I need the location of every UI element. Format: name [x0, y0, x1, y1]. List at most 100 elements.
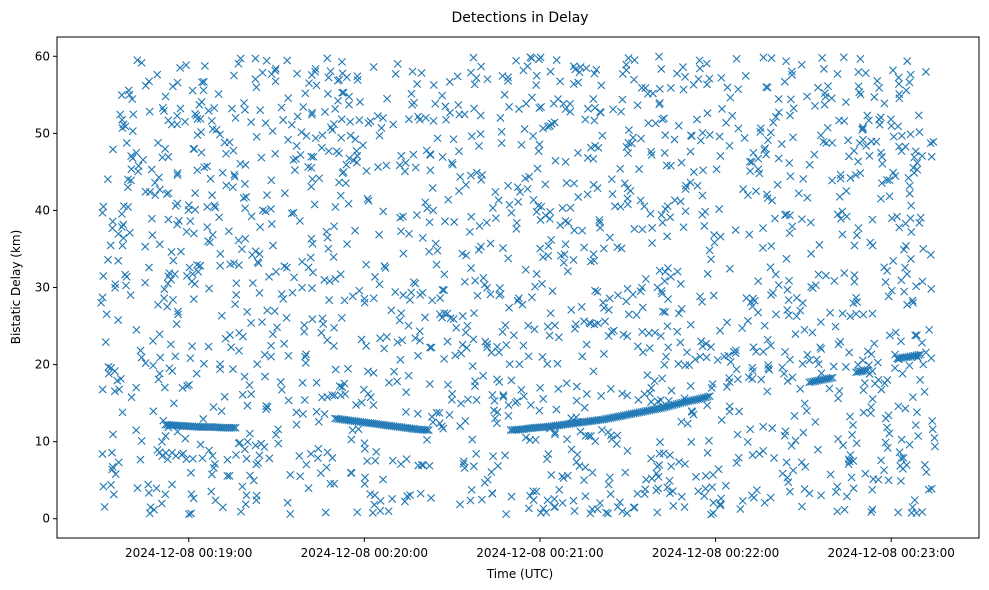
scatter-point	[478, 170, 487, 179]
scatter-point	[469, 462, 478, 471]
scatter-point	[279, 115, 288, 124]
scatter-point	[701, 471, 710, 480]
scatter-point	[182, 61, 191, 70]
scatter-point	[563, 267, 572, 276]
scatter-point	[836, 337, 845, 346]
scatter-point	[835, 387, 844, 396]
scatter-point	[881, 438, 890, 447]
scatter-point	[833, 482, 842, 491]
scatter-point	[153, 445, 162, 454]
scatter-point	[433, 246, 442, 255]
scatter-point	[862, 141, 871, 150]
scatter-point	[406, 491, 415, 500]
scatter-point	[402, 388, 411, 397]
scatter-point	[654, 484, 663, 493]
scatter-point	[668, 487, 677, 496]
scatter-point	[782, 254, 791, 263]
scatter-point	[914, 432, 923, 441]
scatter-point	[380, 344, 389, 353]
scatter-point	[457, 399, 466, 408]
scatter-point	[703, 269, 712, 278]
scatter-point	[312, 81, 321, 90]
scatter-point	[118, 241, 127, 250]
scatter-point	[323, 54, 332, 63]
scatter-point	[401, 158, 410, 167]
scatter-point	[193, 114, 202, 123]
scatter-point	[710, 231, 719, 240]
scatter-point	[283, 56, 292, 65]
scatter-point	[397, 227, 406, 236]
scatter-point	[910, 153, 919, 162]
scatter-point	[296, 472, 305, 481]
scatter-point	[759, 446, 768, 455]
scatter-point	[867, 403, 876, 412]
scatter-point	[705, 74, 714, 83]
scatter-point	[598, 131, 607, 140]
scatter-point	[256, 222, 265, 231]
scatter-point	[597, 81, 606, 90]
scatter-point	[835, 192, 844, 201]
scatter-point	[110, 387, 119, 396]
scatter-point	[887, 286, 896, 295]
scatter-point	[161, 144, 170, 153]
scatter-point	[357, 335, 366, 344]
scatter-point	[529, 487, 538, 496]
scatter-point	[698, 297, 707, 306]
scatter-point	[198, 454, 207, 463]
scatter-point	[416, 290, 425, 299]
scatter-point	[236, 159, 245, 168]
scatter-point	[338, 383, 347, 392]
scatter-point	[663, 232, 672, 241]
scatter-point	[717, 73, 726, 82]
scatter-point	[115, 385, 124, 394]
scatter-point	[456, 500, 465, 509]
scatter-point	[914, 111, 923, 120]
scatter-point	[783, 377, 792, 385]
scatter-point	[554, 384, 563, 393]
scatter-point	[173, 111, 182, 120]
scatter-point	[514, 104, 523, 113]
scatter-point	[745, 157, 754, 166]
track-point	[219, 423, 228, 432]
scatter-point	[617, 244, 626, 253]
scatter-point	[141, 81, 150, 90]
scatter-point	[429, 80, 438, 89]
scatter-point	[432, 260, 441, 269]
scatter-point	[205, 238, 214, 247]
scatter-point	[269, 241, 278, 250]
scatter-point	[193, 260, 202, 269]
scatter-point	[106, 241, 115, 250]
scatter-point	[229, 259, 238, 268]
scatter-point	[851, 170, 860, 179]
y-tick-label: 20	[35, 358, 50, 372]
scatter-point	[707, 510, 716, 519]
scatter-point	[909, 163, 918, 172]
scatter-point	[300, 327, 309, 336]
scatter-point	[902, 86, 911, 95]
scatter-point	[556, 77, 565, 86]
scatter-point	[477, 175, 486, 184]
scatter-point	[894, 508, 903, 517]
scatter-point	[870, 339, 879, 348]
scatter-point	[880, 466, 889, 475]
scatter-point	[232, 290, 241, 299]
scatter-point	[531, 282, 540, 291]
scatter-point	[500, 90, 509, 99]
scatter-point	[833, 507, 842, 516]
scatter-point	[337, 133, 346, 142]
track-point	[916, 350, 925, 359]
scatter-point	[838, 207, 847, 216]
scatter-point	[343, 364, 352, 373]
scatter-point	[555, 485, 564, 494]
scatter-point	[650, 377, 659, 386]
scatter-point	[852, 309, 861, 318]
scatter-point	[421, 198, 430, 207]
scatter-point	[641, 275, 650, 283]
scatter-point	[280, 189, 289, 198]
scatter-point	[774, 281, 783, 290]
scatter-point	[715, 205, 724, 214]
scatter-point	[241, 234, 250, 243]
scatter-point	[311, 134, 320, 143]
scatter-point	[274, 439, 283, 448]
scatter-point	[513, 397, 522, 406]
